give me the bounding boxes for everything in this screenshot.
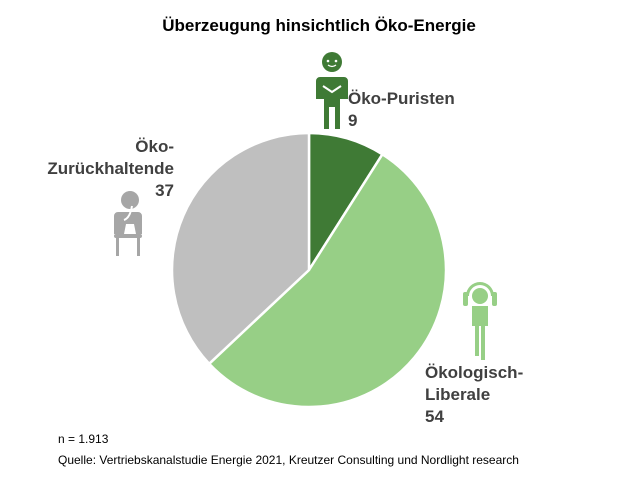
slice-label-text-2: Liberale bbox=[425, 385, 491, 404]
slice-value: 37 bbox=[155, 181, 174, 200]
slice-value: 54 bbox=[425, 407, 444, 426]
pie-slice-1 bbox=[207, 153, 448, 409]
slice-label-text: Ökologisch- bbox=[425, 363, 524, 382]
meditating-person-icon bbox=[316, 52, 348, 129]
slice-label-oeko-zurueckhaltende: Öko- Zurückhaltende 37 bbox=[24, 136, 174, 202]
slice-label-oekologisch-liberale: Ökologisch- Liberale 54 bbox=[425, 362, 523, 428]
relaxed-person-icon bbox=[463, 282, 497, 360]
slice-label-text-2: Zurückhaltende bbox=[47, 159, 174, 178]
slice-label-text: Öko-Puristen bbox=[348, 89, 455, 108]
source-note: Quelle: Vertriebskanalstudie Energie 202… bbox=[58, 453, 519, 467]
slice-value: 9 bbox=[348, 111, 358, 130]
chart-title: Überzeugung hinsichtlich Öko-Energie bbox=[162, 16, 476, 35]
slice-label-oeko-puristen: Öko-Puristen 9 bbox=[348, 88, 455, 132]
pie-slice-2 bbox=[170, 131, 311, 366]
slice-label-text: Öko- bbox=[135, 137, 174, 156]
thinking-person-icon bbox=[114, 191, 142, 256]
sample-size-note: n = 1.913 bbox=[58, 432, 109, 446]
